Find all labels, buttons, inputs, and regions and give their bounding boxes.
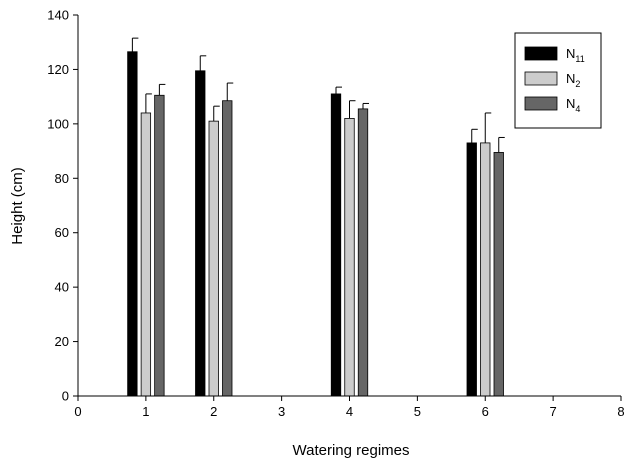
legend-swatch-N2 [524, 71, 558, 86]
error-bar-N4-x4 [362, 102, 369, 109]
error-bar-N2-x6 [484, 112, 492, 143]
y-tick-label: 60 [55, 225, 69, 240]
x-axis-title: Watering regimes [293, 442, 410, 459]
legend-label-N11: N11 [566, 46, 585, 64]
error-bar-N11-x1 [131, 37, 139, 52]
bar-N4-x4 [357, 108, 369, 397]
legend: N11 N2 N4 [514, 32, 602, 129]
bar-N4-x6 [493, 152, 504, 397]
y-axis-title: Height (cm) [9, 167, 26, 245]
y-tick-label: 40 [55, 280, 69, 295]
error-bar-N2-x2 [213, 105, 220, 122]
legend-label-N4: N4 [566, 96, 580, 114]
bar-N2-x2 [208, 120, 219, 397]
legend-label-N2: N2 [566, 71, 580, 89]
bar-N11-x1 [127, 51, 138, 397]
error-bar-N11-x2 [199, 55, 207, 71]
x-tick-label: 5 [414, 404, 421, 419]
y-tick-label: 20 [55, 334, 69, 349]
x-tick-label: 3 [278, 404, 285, 419]
x-tick-label: 8 [617, 404, 624, 419]
y-tick-label: 100 [47, 116, 69, 131]
x-tick-label: 0 [74, 404, 81, 419]
x-tick-label: 6 [482, 404, 489, 419]
x-tick-label: 2 [210, 404, 217, 419]
bar-N2-x6 [480, 142, 491, 397]
legend-swatch-N11 [524, 46, 558, 61]
bar-N11-x4 [330, 93, 342, 397]
axes: 0 20 40 60 80 100 120 140 0 1 2 3 4 5 6 7 8 [47, 8, 624, 420]
error-bar-N4-x1 [158, 83, 166, 96]
bar-N4-x2 [222, 100, 233, 397]
bar-N4-x1 [154, 94, 165, 397]
error-bar-N4-x6 [498, 136, 505, 153]
bar-N11-x2 [195, 70, 206, 397]
error-bar-N4-x2 [226, 82, 234, 101]
bar-N2-x4 [344, 118, 355, 397]
y-tick-label: 120 [47, 62, 69, 77]
legend-swatch-N4 [524, 96, 558, 111]
x-tick-label: 1 [142, 404, 149, 419]
y-tick-label: 140 [47, 8, 69, 23]
y-tick-label: 0 [62, 389, 69, 404]
x-tick-label: 4 [346, 404, 353, 419]
x-tick-label: 7 [550, 404, 557, 419]
plot-area [127, 37, 505, 397]
error-bar-N2-x4 [349, 100, 356, 119]
error-bar-N2-x1 [145, 93, 152, 113]
bar-N2-x1 [140, 112, 152, 397]
error-bar-N11-x4 [335, 86, 342, 94]
y-tick-label: 80 [55, 171, 69, 186]
bar-N11-x6 [466, 142, 477, 397]
error-bar-N11-x6 [471, 128, 478, 143]
